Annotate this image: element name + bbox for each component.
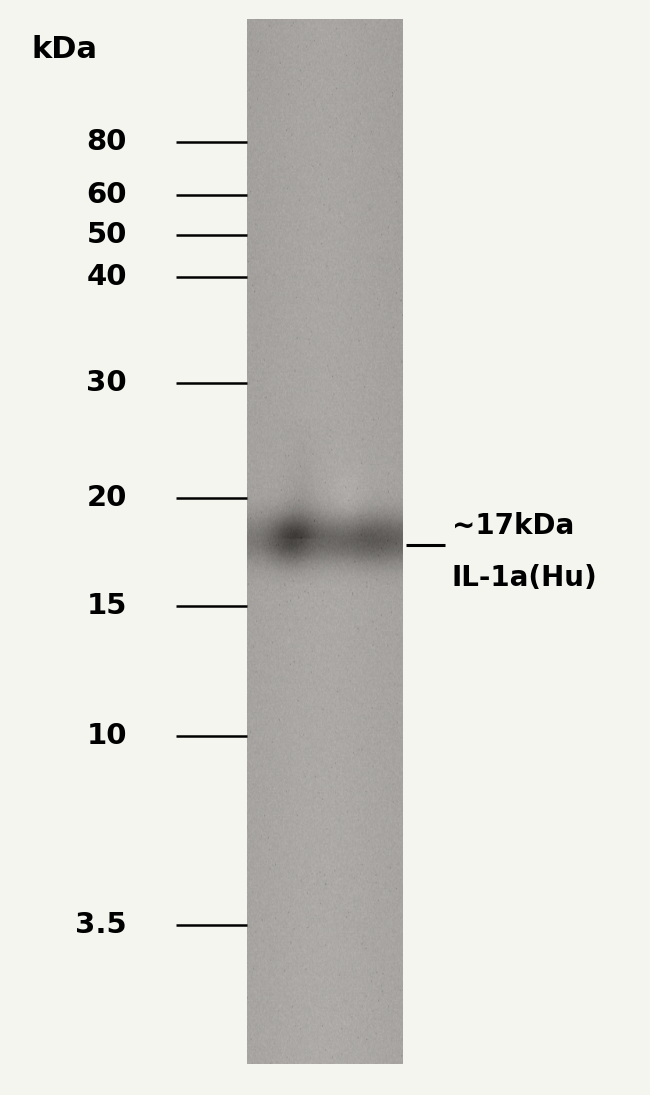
- Text: 60: 60: [86, 181, 127, 209]
- Text: 15: 15: [86, 591, 127, 620]
- Text: 50: 50: [86, 221, 127, 250]
- Text: kDa: kDa: [32, 35, 98, 64]
- Text: 80: 80: [86, 128, 127, 157]
- Text: 10: 10: [86, 722, 127, 750]
- Text: 3.5: 3.5: [75, 911, 127, 940]
- Text: 40: 40: [86, 263, 127, 291]
- Text: IL-1a(Hu): IL-1a(Hu): [452, 564, 597, 592]
- Text: 30: 30: [86, 369, 127, 397]
- Text: 20: 20: [86, 484, 127, 512]
- Text: ~17kDa: ~17kDa: [452, 511, 574, 540]
